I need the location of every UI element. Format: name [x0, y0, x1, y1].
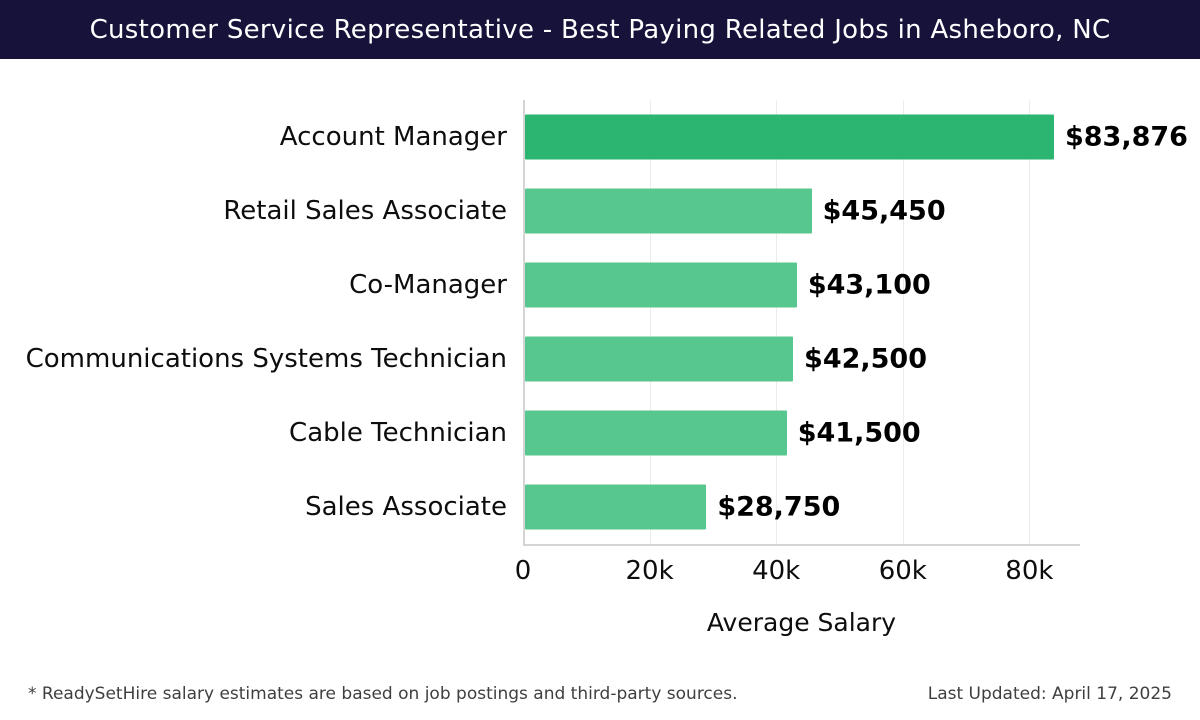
bar-value-label: $43,100 [807, 269, 931, 301]
footer-disclaimer: * ReadySetHire salary estimates are base… [28, 684, 738, 704]
bar-value-label: $41,500 [797, 417, 921, 449]
category-label: Account Manager [279, 122, 507, 152]
chart-row: Sales Associate $28,750 [0, 470, 1200, 544]
footer: * ReadySetHire salary estimates are base… [0, 684, 1200, 704]
bar-chart: Account Manager $83,876 Retail Sales Assoc… [0, 100, 1200, 637]
plot-area: Account Manager $83,876 Retail Sales Assoc… [0, 100, 1200, 544]
x-axis-label: Average Salary [706, 608, 897, 637]
footer-last-updated: Last Updated: April 17, 2025 [927, 684, 1172, 704]
category-label: Retail Sales Associate [223, 196, 507, 226]
bar-cell: $28,750 [523, 470, 1080, 544]
plot-rows: Account Manager $83,876 Retail Sales Assoc… [0, 100, 1200, 544]
category-label: Sales Associate [305, 492, 507, 522]
x-tick-label: 40k [752, 556, 801, 586]
bar [525, 114, 1054, 160]
x-tick-label: 80k [1005, 556, 1054, 586]
header-bar: Customer Service Representative - Best P… [0, 0, 1200, 59]
chart-row: Co-Manager $43,100 [0, 248, 1200, 322]
bar [525, 188, 812, 234]
chart-row: Account Manager $83,876 [0, 100, 1200, 174]
bar-cell: $42,500 [523, 322, 1080, 396]
bar-cell: $45,450 [523, 174, 1080, 248]
category-label: Co-Manager [349, 270, 507, 300]
page-title: Customer Service Representative - Best P… [89, 14, 1111, 45]
bar-value-label: $83,876 [1064, 121, 1188, 153]
x-tick-label: 20k [625, 556, 674, 586]
bar [525, 484, 707, 530]
bar [525, 410, 787, 456]
chart-row: Communications Systems Technician $42,500 [0, 322, 1200, 396]
x-axis-ticks: 0 20k 40k 60k 80k [515, 544, 1080, 594]
bar-cell: $83,876 [523, 100, 1188, 174]
bar [525, 262, 797, 308]
bar-cell: $41,500 [523, 396, 1080, 470]
bar-value-label: $42,500 [804, 343, 928, 375]
chart-row: Retail Sales Associate $45,450 [0, 174, 1200, 248]
bar-value-label: $45,450 [822, 195, 946, 227]
bar-value-label: $28,750 [717, 491, 841, 523]
x-axis-title-row: Average Salary [0, 608, 1200, 637]
chart-row: Cable Technician $41,500 [0, 396, 1200, 470]
category-label: Cable Technician [289, 418, 507, 448]
bar-cell: $43,100 [523, 248, 1080, 322]
x-tick-label: 60k [878, 556, 927, 586]
bar [525, 336, 794, 382]
category-label: Communications Systems Technician [25, 344, 507, 374]
x-axis: 0 20k 40k 60k 80k [0, 544, 1200, 594]
x-tick-label: 0 [514, 556, 532, 586]
